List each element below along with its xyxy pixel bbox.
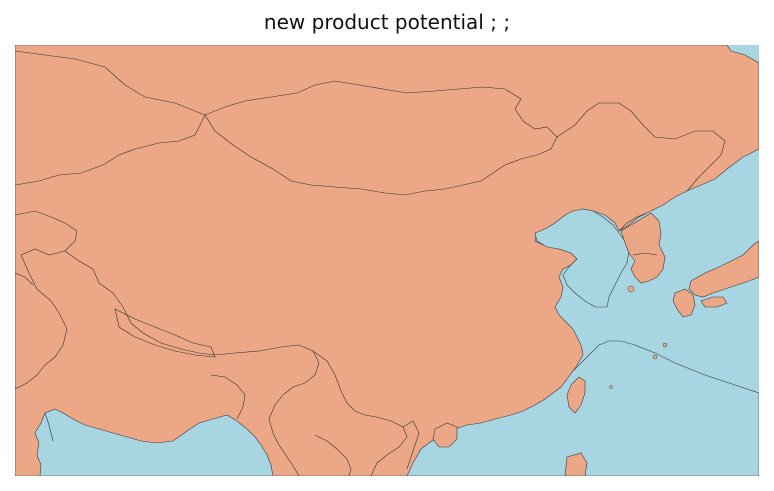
japan-kyushu — [672, 288, 696, 318]
border-sri-lanka-region — [44, 412, 54, 442]
island-ryukyu-1 — [627, 285, 635, 293]
map-title: new product potential ; ; — [263, 10, 511, 34]
border-thailand — [314, 434, 352, 476]
border-kazakhstan — [15, 50, 206, 116]
hainan-island — [432, 422, 458, 448]
border-bangladesh — [210, 374, 246, 420]
korean-peninsula — [620, 212, 666, 284]
border-nepal — [114, 308, 216, 358]
island-ryukyu-2 — [662, 342, 668, 348]
island-ryukyu-3 — [652, 354, 658, 360]
border-north-south-korea — [632, 252, 658, 256]
border-korea-china — [618, 212, 648, 232]
border-pakistan-india — [15, 254, 68, 390]
border-russia-china — [556, 102, 726, 192]
border-mongolia — [204, 80, 558, 196]
map-frame — [15, 45, 759, 476]
yellow-sea — [534, 208, 630, 308]
border-myanmar — [268, 394, 300, 476]
japan-honshu — [688, 240, 759, 298]
japan-shikoku — [700, 296, 728, 308]
luzon-island — [564, 452, 588, 476]
border-vietnam — [402, 420, 420, 470]
map-canvas — [15, 45, 759, 476]
border-central-asia — [15, 114, 206, 186]
island-ryukyu-4 — [609, 385, 613, 389]
taiwan-island — [566, 376, 586, 414]
border-myanmar-china — [312, 350, 366, 416]
border-afghan-pak — [15, 272, 34, 286]
country-borders — [15, 50, 726, 476]
border-laos — [364, 414, 408, 476]
border-tajik-afghan — [15, 210, 78, 256]
bay-of-bengal — [34, 408, 274, 476]
